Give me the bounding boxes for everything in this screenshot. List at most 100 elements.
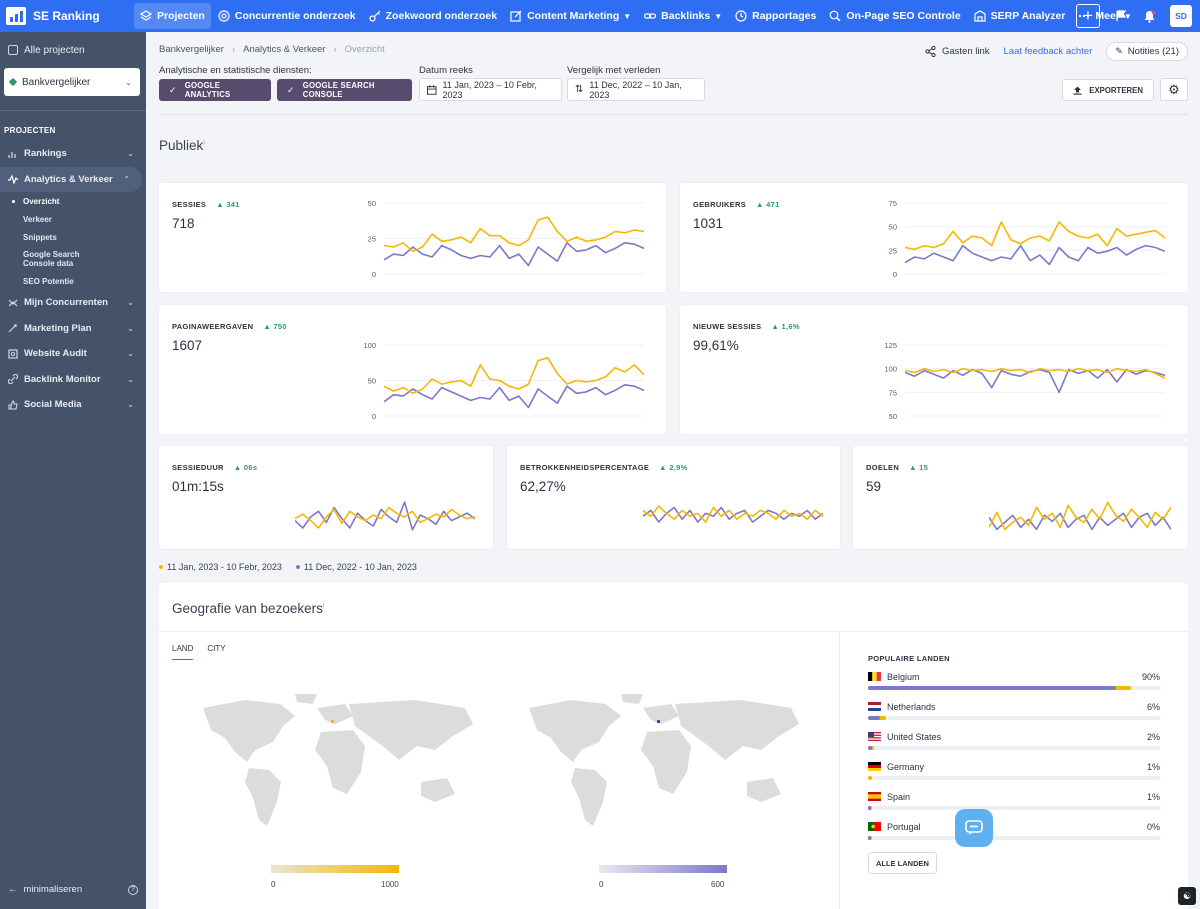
export-button[interactable]: EXPORTEREN [1062,79,1154,101]
bell-icon[interactable] [1142,9,1156,23]
chat-icon [965,820,983,835]
sidebar-item-backlink-monitor[interactable]: Backlink Monitor ⌄ [0,367,146,393]
metric-card-gebruikers: GEBRUIKERS ▲ 471 1031 75 50 25 0 [680,183,1188,292]
all-countries-button[interactable]: ALLE LANDEN [868,852,937,874]
sparkline-chart[interactable] [295,486,475,541]
guest-link[interactable]: Gasten link [925,46,990,57]
country-bar [868,806,1160,810]
country-row[interactable]: Spain 1% [868,792,1160,822]
nav-item-meer[interactable]: Meer ▼ [1072,3,1137,29]
compare-label: Vergelijk met verleden [567,65,661,76]
country-row[interactable]: Portugal 0% [868,822,1160,852]
sidebar-item-marketing-plan[interactable]: Marketing Plan ⌄ [0,316,146,342]
country-row[interactable]: Belgium 90% [868,672,1160,702]
minimize-label: minimaliseren [23,884,83,895]
search-icon [829,10,841,22]
target-icon [218,10,230,22]
breadcrumb-item[interactable]: Bankvergelijker [159,44,224,55]
info-icon[interactable]: i [203,139,205,147]
google-search-console-button[interactable]: ✓ GOOGLE SEARCH CONSOLE [277,79,412,101]
top-nav: Projecten Concurrentie onderzoek Zoekwoord… [134,0,1139,32]
country-row[interactable]: Germany 1% [868,762,1160,792]
metric-name: DOELEN ▲ 15 [866,463,928,472]
analyzer-icon [974,10,986,22]
add-button[interactable]: + [1076,4,1100,28]
nav-item-label: SERP Analyzer [990,10,1066,22]
feedback-link[interactable]: Laat feedback achter [1003,46,1093,57]
metric-delta-value: 750 [273,322,287,331]
sidebar-all-projects[interactable]: Alle projecten [0,32,146,68]
sparkline-chart[interactable]: 100 50 0 [354,337,644,422]
country-name: Portugal [887,822,921,832]
series-line-current [904,367,1165,379]
gsc-label: GOOGLE SEARCH CONSOLE [302,81,375,99]
notes-button[interactable]: ✎ Notities (21) [1106,42,1188,61]
sparkline-chart[interactable]: 125 100 75 50 [875,337,1165,422]
breadcrumb-item[interactable]: Analytics & Verkeer [243,44,326,55]
sidebar-subitem[interactable]: SEO Potentie [23,276,74,286]
nav-item-concurrentie-onderzoek[interactable]: Concurrentie onderzoek [212,3,362,29]
tab-land[interactable]: LAND [172,644,194,660]
sidebar-subitem[interactable]: Overzicht [0,192,146,210]
nav-item-backlinks[interactable]: Backlinks ▼ [638,3,728,29]
sparkline-chart[interactable]: 50 25 0 [354,195,644,280]
sidebar-subitem[interactable]: Verkeer [23,214,52,224]
sidebar-section-title: PROJECTEN [4,126,56,135]
avatar[interactable]: SD [1170,5,1192,27]
link-icon [644,13,657,19]
top-bar: SE Ranking Projecten Concurrentie onderzo… [0,0,1200,32]
sidebar-item-label: Backlink Monitor [24,373,101,385]
sidebar-item-label: Mijn Concurrenten [24,297,108,309]
google-analytics-button[interactable]: ✓ GOOGLE ANALYTICS [159,79,271,101]
audience-title-text: Publiek [159,138,204,153]
series-line-current [643,505,823,523]
nav-item-zoekwoord-onderzoek[interactable]: Zoekwoord onderzoek [363,3,503,29]
info-icon[interactable]: i [322,602,325,610]
date-range-picker[interactable]: 11 Jan, 2023 – 10 Febr, 2023 [419,78,562,101]
accessibility-icon[interactable]: ☯ [1178,887,1196,905]
page-actions: Gasten link Laat feedback achter ✎ Notit… [925,42,1188,61]
sidebar-minimize[interactable]: ← minimaliseren ? [8,884,138,895]
flag-icon[interactable] [1114,9,1128,23]
geography-title: Geografie van bezoekersi [172,601,324,616]
nav-item-serp-analyzer[interactable]: SERP Analyzer [968,3,1072,29]
sidebar-subitem[interactable]: Snippets [23,232,57,242]
country-percent: 1% [1146,792,1160,802]
sidebar-subitem[interactable]: Google Search Console data [23,250,80,268]
y-tick-label: 0 [372,412,376,421]
country-bar-previous [868,746,873,750]
project-selector[interactable]: Bankvergelijker ⌄ [4,68,140,96]
sparkline-chart[interactable] [643,486,823,541]
nav-item-projecten[interactable]: Projecten [134,3,211,29]
compare-range-picker[interactable]: ⇅ 11 Dec, 2022 – 10 Jan, 2023 [567,78,705,101]
gear-icon[interactable]: ⚙ [1160,78,1188,101]
metric-name-text: PAGINAWEERGAVEN [172,322,254,331]
country-row[interactable]: United States 2% [868,732,1160,762]
competitors-icon [8,299,18,307]
help-icon[interactable]: ? [128,884,138,895]
nav-item-label: Projecten [157,10,205,22]
brand[interactable]: SE Ranking [0,7,134,25]
country-bar-previous [868,806,871,810]
nav-item-rapportages[interactable]: Rapportages [729,3,822,29]
sparkline-chart[interactable] [989,486,1171,541]
flag-de-icon [868,762,881,771]
metric-name-text: SESSIEDUUR [172,463,224,472]
metric-delta: ▲ 341 [216,200,240,209]
sidebar-item-website-audit[interactable]: Website Audit ⌄ [0,341,146,367]
sidebar-item-social-media[interactable]: Social Media ⌄ [0,392,146,418]
sidebar-item-analytics-verkeer[interactable]: Analytics & Verkeer ⌃ [0,166,142,192]
upload-icon [1073,86,1082,95]
sidebar-item-mijn-concurrenten[interactable]: Mijn Concurrenten ⌄ [0,290,146,316]
triangle-up-icon: ▲ [659,463,670,472]
chat-button[interactable] [955,809,993,847]
y-tick-label: 50 [368,377,376,386]
sparkline-chart[interactable]: 75 50 25 0 [875,195,1165,280]
tab-city[interactable]: CITY [207,644,226,653]
nav-item-content-marketing[interactable]: Content Marketing ▼ [504,3,637,29]
chevron-right-icon: › [231,44,236,55]
country-row[interactable]: Netherlands 6% [868,702,1160,732]
chevron-down-icon: ⌄ [127,149,134,159]
sidebar-item-rankings[interactable]: Rankings ⌄ [0,141,146,167]
nav-item-on-page-seo-controle[interactable]: On-Page SEO Controle [823,3,966,29]
